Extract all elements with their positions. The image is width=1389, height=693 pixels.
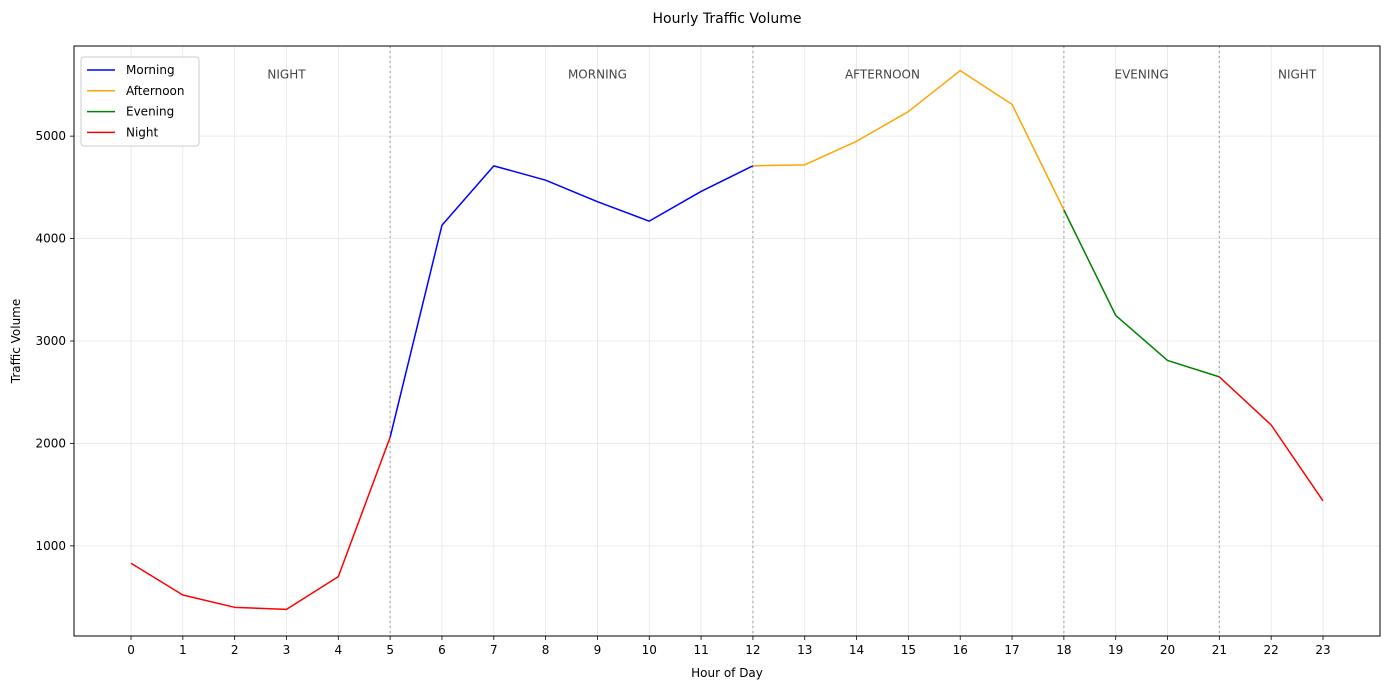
legend-entry: Night bbox=[126, 125, 159, 139]
x-tick-label: 9 bbox=[594, 643, 602, 657]
x-tick-label: 12 bbox=[745, 643, 760, 657]
y-tick-label: 3000 bbox=[35, 334, 66, 348]
x-tick-label: 13 bbox=[797, 643, 812, 657]
legend-entry: Morning bbox=[126, 63, 175, 77]
x-tick-label: 17 bbox=[1004, 643, 1019, 657]
period-label: EVENING bbox=[1115, 68, 1169, 82]
y-axis-ticks: 1000 2000 3000 4000 5000 bbox=[35, 129, 74, 553]
x-tick-label: 23 bbox=[1315, 643, 1330, 657]
x-tick-label: 15 bbox=[901, 643, 916, 657]
x-tick-label: 0 bbox=[127, 643, 135, 657]
period-labels: NIGHT MORNING AFTERNOON EVENING NIGHT bbox=[267, 68, 1316, 82]
y-tick-label: 4000 bbox=[35, 232, 66, 246]
series-line-evening bbox=[1063, 209, 1220, 378]
x-axis-label: Hour of Day bbox=[691, 666, 763, 680]
period-label: NIGHT bbox=[267, 68, 306, 82]
y-tick-label: 2000 bbox=[35, 436, 66, 450]
period-label: NIGHT bbox=[1278, 68, 1317, 82]
period-label: MORNING bbox=[568, 68, 627, 82]
x-tick-label: 20 bbox=[1160, 643, 1175, 657]
x-tick-label: 2 bbox=[231, 643, 239, 657]
x-tick-label: 5 bbox=[386, 643, 394, 657]
x-tick-label: 11 bbox=[693, 643, 708, 657]
x-tick-label: 4 bbox=[334, 643, 342, 657]
x-tick-label: 1 bbox=[179, 643, 187, 657]
chart-title: Hourly Traffic Volume bbox=[653, 11, 802, 27]
x-tick-label: 14 bbox=[849, 643, 864, 657]
series-line-night bbox=[130, 437, 391, 611]
legend-entry: Evening bbox=[126, 105, 174, 119]
x-tick-label: 3 bbox=[283, 643, 291, 657]
x-tick-label: 16 bbox=[953, 643, 968, 657]
x-tick-label: 22 bbox=[1264, 643, 1279, 657]
series-line-afternoon bbox=[752, 69, 1065, 211]
x-tick-label: 8 bbox=[542, 643, 550, 657]
x-axis-ticks: 0 1 2 3 4 5 6 7 8 9 10 11 12 13 14 15 16 17 18 19 20 21 22 23 bbox=[127, 636, 1331, 657]
x-tick-label: 10 bbox=[642, 643, 657, 657]
legend-box bbox=[80, 56, 200, 147]
y-axis-label: Traffic Volume bbox=[9, 299, 23, 385]
legend-entry: Afternoon bbox=[126, 84, 185, 98]
series-lines bbox=[130, 69, 1324, 611]
x-tick-label: 18 bbox=[1056, 643, 1071, 657]
series-line-morning bbox=[389, 165, 754, 438]
y-tick-label: 5000 bbox=[35, 129, 66, 143]
y-tick-label: 1000 bbox=[35, 539, 66, 553]
x-tick-label: 6 bbox=[438, 643, 446, 657]
x-tick-label: 7 bbox=[490, 643, 498, 657]
series-line-night bbox=[1218, 376, 1324, 502]
x-tick-label: 19 bbox=[1108, 643, 1123, 657]
x-tick-label: 21 bbox=[1212, 643, 1227, 657]
legend: Morning Afternoon Evening Night bbox=[80, 56, 200, 147]
period-label: AFTERNOON bbox=[845, 68, 920, 82]
period-boundaries bbox=[389, 46, 1220, 636]
grid bbox=[74, 46, 1380, 636]
